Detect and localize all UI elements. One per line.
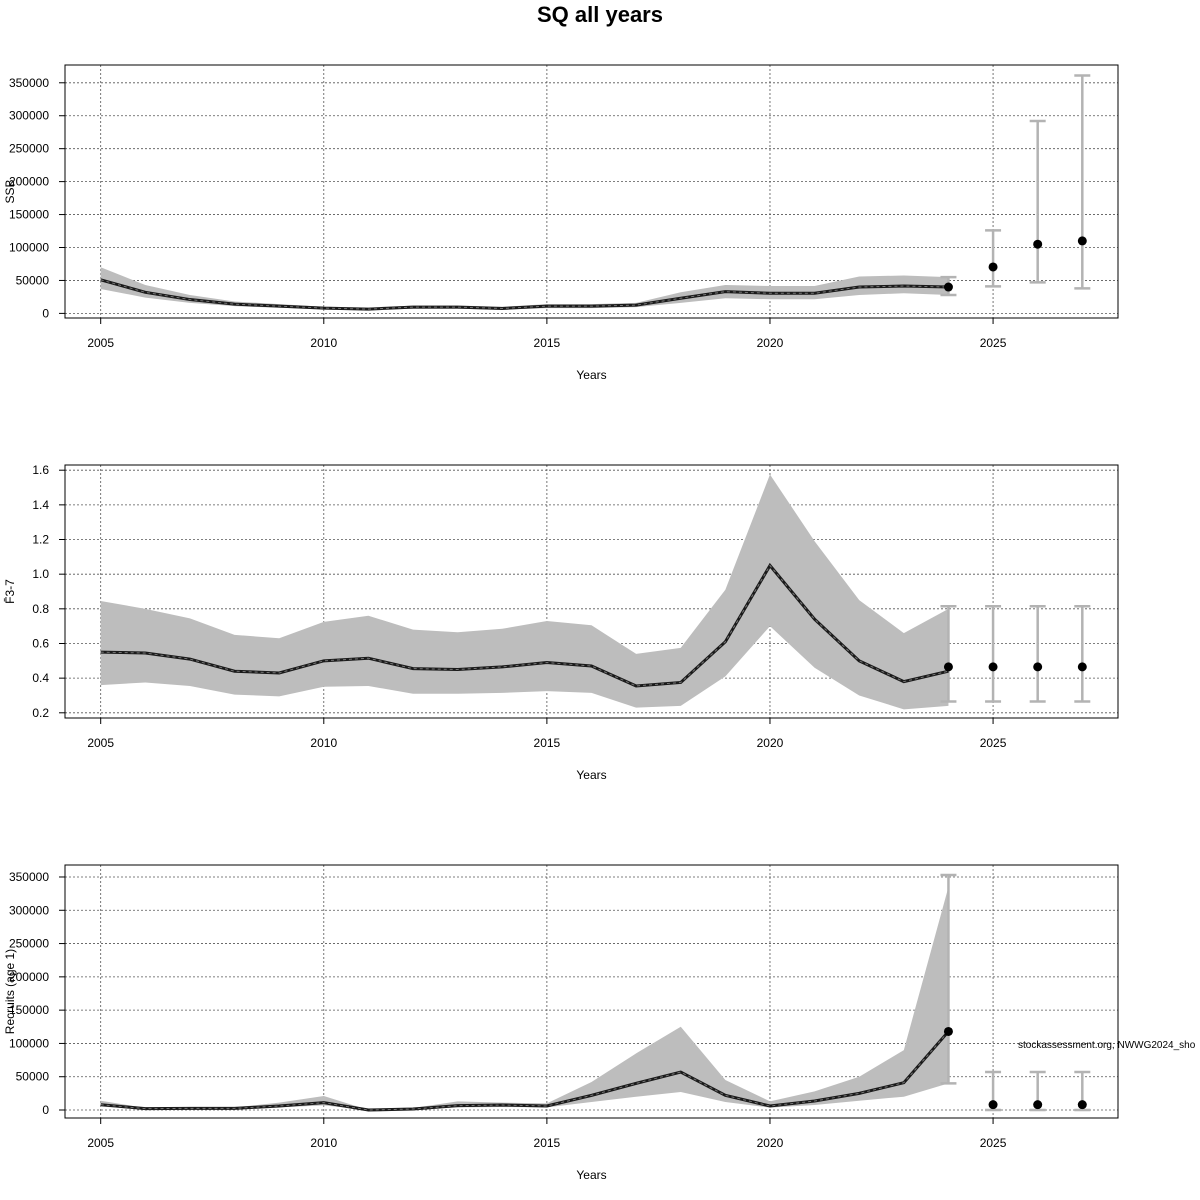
x-axis-label: Years (576, 768, 606, 782)
x-tick-label: 2015 (534, 336, 561, 350)
chart-title: SQ all years (537, 2, 663, 27)
projection-point (943, 1026, 953, 1036)
y-tick-label: 50000 (16, 1070, 50, 1084)
watermark-text: stockassessment.org, NWWG2024_sho (1018, 1040, 1196, 1051)
y-tick-label: 0.8 (32, 602, 49, 616)
projection-point (1077, 662, 1087, 672)
estimate-line (100, 1030, 950, 1112)
y-tick-label: 0.6 (32, 636, 49, 650)
x-tick-label: 2010 (310, 1136, 337, 1150)
projection-point (988, 662, 998, 672)
plot-frame (64, 864, 1119, 1119)
y-axis-label: SSB (3, 179, 17, 203)
x-tick-label: 2025 (980, 1136, 1007, 1150)
projection-point (1077, 1100, 1087, 1110)
y-tick-label: 0 (42, 306, 49, 320)
y-axis-label: Recruits (age 1) (3, 949, 17, 1034)
x-axis-label: Years (576, 1168, 606, 1182)
projection-point (1033, 1100, 1043, 1110)
y-tick-label: 1.6 (32, 463, 49, 477)
projection-point (1077, 236, 1087, 246)
x-tick-label: 2020 (757, 336, 784, 350)
ssb-panel: 2005 2010 2015 2020 2025 0 50000 100000 150000 20… (3, 64, 1119, 382)
y-tick-label: 250000 (9, 142, 49, 156)
x-tick-label: 2015 (534, 1136, 561, 1150)
confidence-band (100, 886, 949, 1111)
x-tick-label: 2005 (87, 336, 114, 350)
y-tick-label: 350000 (9, 870, 49, 884)
projection-point (943, 662, 953, 672)
x-tick-label: 2020 (757, 1136, 784, 1150)
y-tick-label: 1.4 (32, 498, 49, 512)
x-tick-label: 2010 (310, 336, 337, 350)
plot-frame (64, 64, 1119, 319)
x-tick-label: 2025 (980, 336, 1007, 350)
y-tick-label: 200000 (9, 175, 49, 189)
x-tick-label: 2005 (87, 1136, 114, 1150)
projection-point (1033, 662, 1043, 672)
x-tick-label: 2010 (310, 736, 337, 750)
y-tick-label: 100000 (9, 1036, 49, 1050)
y-tick-label: 50000 (16, 273, 50, 287)
y-tick-label: 0.4 (32, 671, 49, 685)
estimate-line (100, 562, 949, 688)
y-tick-label: 150000 (9, 208, 49, 222)
x-tick-label: 2025 (980, 736, 1007, 750)
x-tick-label: 2020 (757, 736, 784, 750)
x-tick-label: 2005 (87, 736, 114, 750)
fishing-mortality-panel: 2005 2010 2015 2020 2025 0.2 0.4 0.6 0.8 1.0 1.2 1.… (3, 463, 1119, 782)
y-tick-label: 1.2 (32, 533, 49, 547)
estimate-line-dashed (100, 279, 949, 310)
plot-frame (64, 464, 1119, 719)
confidence-band (100, 474, 949, 710)
y-tick-label: 0.2 (32, 706, 49, 720)
projection-point (988, 1100, 998, 1110)
projection-point (1033, 239, 1043, 249)
y-tick-label: 200000 (9, 970, 49, 984)
y-tick-label: 350000 (9, 76, 49, 90)
y-tick-label: 100000 (9, 241, 49, 255)
y-tick-label: 300000 (9, 109, 49, 123)
y-tick-label: 1.0 (32, 567, 49, 581)
projection-point (943, 282, 953, 292)
y-tick-label: 300000 (9, 903, 49, 917)
confidence-band (100, 267, 949, 310)
projection-point (988, 262, 998, 272)
y-tick-label: 250000 (9, 937, 49, 951)
y-axis-label: F̄3-7 (3, 579, 17, 604)
y-tick-label: 0 (42, 1103, 49, 1117)
x-axis-label: Years (576, 368, 606, 382)
x-tick-label: 2015 (534, 736, 561, 750)
recruitment-panel: 2005 2010 2015 2020 2025 0 50000 100000 150000 20… (3, 864, 1119, 1182)
y-tick-label: 150000 (9, 1003, 49, 1017)
